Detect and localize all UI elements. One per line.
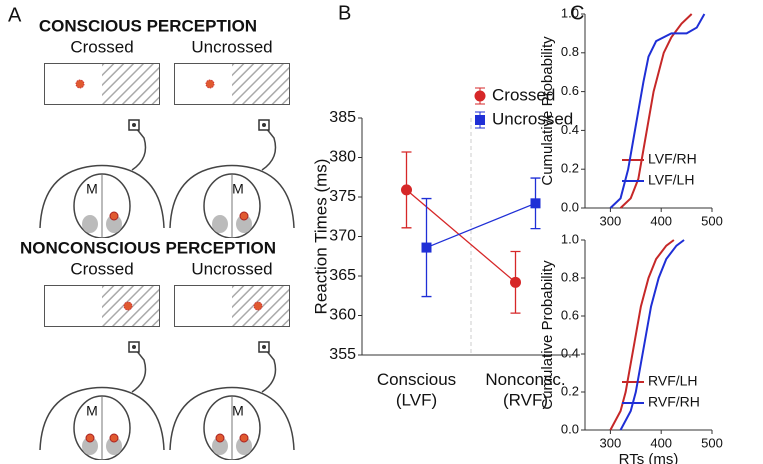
- hemisphere-dot: [239, 433, 249, 443]
- hemisphere-dot: [109, 211, 119, 221]
- panel-a: A CONSCIOUS PERCEPTION Crossed M Uncrossed M N…: [8, 4, 294, 460]
- series-line: [609, 239, 675, 431]
- condition-label: Uncrossed: [191, 259, 272, 278]
- hemisphere-dot: [239, 211, 249, 221]
- legend-marker: [475, 115, 485, 125]
- y-tick-label: 0.8: [561, 269, 579, 284]
- stimulus: [75, 79, 85, 89]
- y-tick-label: 380: [329, 149, 356, 166]
- y-tick-label: 1.0: [561, 5, 579, 20]
- y-axis-label: Cumulative Probability: [539, 260, 556, 410]
- screen: [45, 64, 160, 105]
- motor-label: M: [232, 181, 244, 197]
- stimulus: [123, 301, 133, 311]
- legend-marker: [474, 90, 486, 102]
- marker: [510, 276, 521, 288]
- section-title: NONCONSCIOUS PERCEPTION: [20, 238, 276, 257]
- series-line: [609, 13, 706, 209]
- person: [40, 120, 164, 238]
- stimulus: [205, 79, 215, 89]
- y-axis-label: Cumulative Probability: [539, 36, 556, 186]
- hemisphere-dot: [85, 433, 95, 443]
- hemisphere-dot: [109, 433, 119, 443]
- y-tick-label: 0.0: [561, 421, 579, 436]
- person: [40, 342, 164, 460]
- y-axis-label: Reaction Times (ms): [311, 159, 330, 315]
- y-tick-label: 0.2: [561, 383, 579, 398]
- motor-label: M: [232, 403, 244, 419]
- series-line: [426, 202, 536, 249]
- panel-label: B: [338, 2, 351, 24]
- charts: Conscious (LVF) Nonconsc. (RVF) 355 360 365 370…: [311, 2, 722, 464]
- x-tick-label: 300: [600, 213, 622, 228]
- series-line: [406, 189, 516, 283]
- stimulus: [253, 301, 263, 311]
- panel-label: A: [8, 4, 22, 26]
- axes: [584, 240, 712, 431]
- legend-label: LVF/LH: [648, 172, 694, 188]
- x-tick-label: 500: [701, 213, 723, 228]
- y-tick-label: 0.4: [561, 122, 579, 137]
- y-tick-label: 0.6: [561, 307, 579, 322]
- marker: [401, 184, 412, 196]
- x-tick-label: 500: [701, 435, 723, 450]
- marker: [530, 198, 541, 209]
- x-tick-label: Conscious (LVF): [377, 370, 456, 409]
- motor-label: M: [86, 181, 98, 197]
- axes: [584, 14, 712, 209]
- y-tick-label: 0.0: [561, 199, 579, 214]
- condition-label: Uncrossed: [191, 37, 272, 56]
- condition-label: Crossed: [70, 37, 133, 56]
- y-tick-label: 0.8: [561, 44, 579, 59]
- y-tick-label: 0.2: [561, 161, 579, 176]
- screen: [175, 64, 290, 105]
- y-tick-label: 0.4: [561, 345, 579, 360]
- x-axis-label: RTs (ms): [619, 451, 679, 464]
- person: [170, 120, 294, 238]
- screen: [45, 286, 160, 327]
- legend-label: RVF/LH: [648, 373, 698, 389]
- y-tick-label: 365: [329, 267, 356, 284]
- y-tick-label: 355: [329, 346, 356, 363]
- hemisphere-dot: [215, 433, 225, 443]
- axes: [361, 118, 580, 356]
- y-tick-label: 385: [329, 109, 356, 126]
- y-tick-label: 375: [329, 188, 356, 205]
- x-tick-label: 400: [650, 213, 672, 228]
- x-tick-label: 300: [600, 435, 622, 450]
- marker: [421, 242, 432, 253]
- section-title: CONSCIOUS PERCEPTION: [39, 16, 257, 35]
- y-tick-label: 370: [329, 228, 356, 245]
- motor-label: M: [86, 403, 98, 419]
- legend-label: Crossed: [492, 85, 555, 104]
- legend-label: RVF/RH: [648, 394, 700, 410]
- x-tick-label: Nonconsc. (RVF): [485, 370, 565, 409]
- condition-label: Crossed: [70, 259, 133, 278]
- y-tick-label: 360: [329, 307, 356, 324]
- series-line: [619, 239, 685, 431]
- panel-label: C: [570, 2, 584, 24]
- legend-label: Uncrossed: [492, 109, 573, 128]
- y-tick-label: 0.6: [561, 83, 579, 98]
- y-tick-label: 1.0: [561, 231, 579, 246]
- x-tick-label: 400: [650, 435, 672, 450]
- legend-label: LVF/RH: [648, 151, 697, 167]
- person: [170, 342, 294, 460]
- screen: [175, 286, 290, 327]
